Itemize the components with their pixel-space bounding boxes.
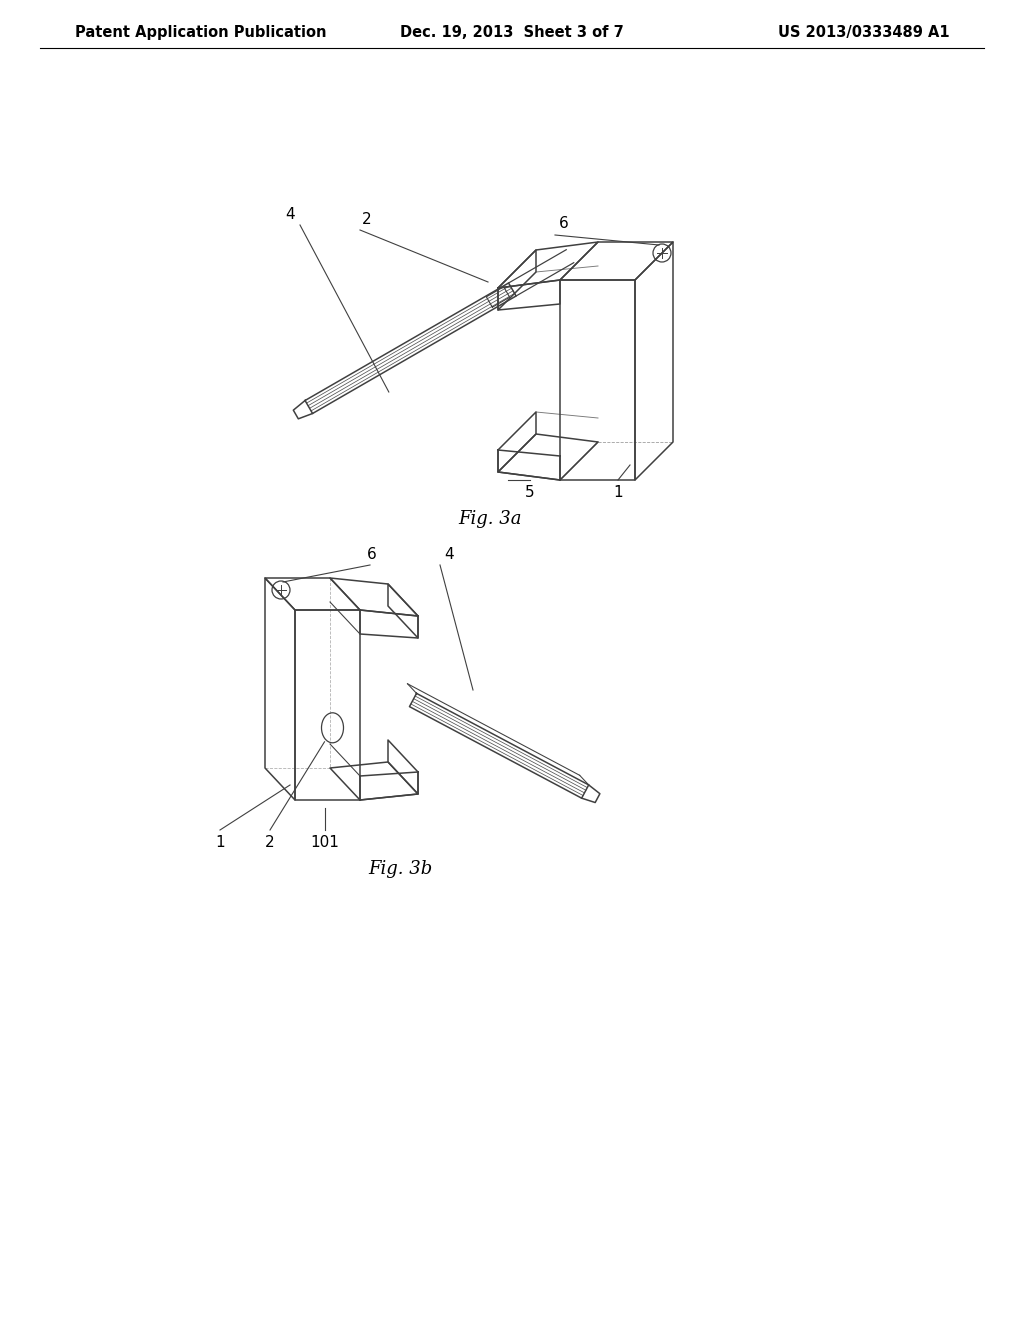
Text: 6: 6 <box>368 546 377 562</box>
Text: Patent Application Publication: Patent Application Publication <box>75 25 327 40</box>
Text: 6: 6 <box>559 216 568 231</box>
Text: 2: 2 <box>362 213 372 227</box>
Text: Fig. 3a: Fig. 3a <box>459 510 522 528</box>
Text: 4: 4 <box>444 546 454 562</box>
Text: Dec. 19, 2013  Sheet 3 of 7: Dec. 19, 2013 Sheet 3 of 7 <box>400 25 624 40</box>
Text: 2: 2 <box>265 836 274 850</box>
Text: 4: 4 <box>286 207 295 222</box>
Text: 1: 1 <box>215 836 225 850</box>
Text: 1: 1 <box>613 484 623 500</box>
Text: 101: 101 <box>310 836 339 850</box>
Text: US 2013/0333489 A1: US 2013/0333489 A1 <box>778 25 950 40</box>
Text: 5: 5 <box>525 484 535 500</box>
Text: Fig. 3b: Fig. 3b <box>368 861 432 878</box>
